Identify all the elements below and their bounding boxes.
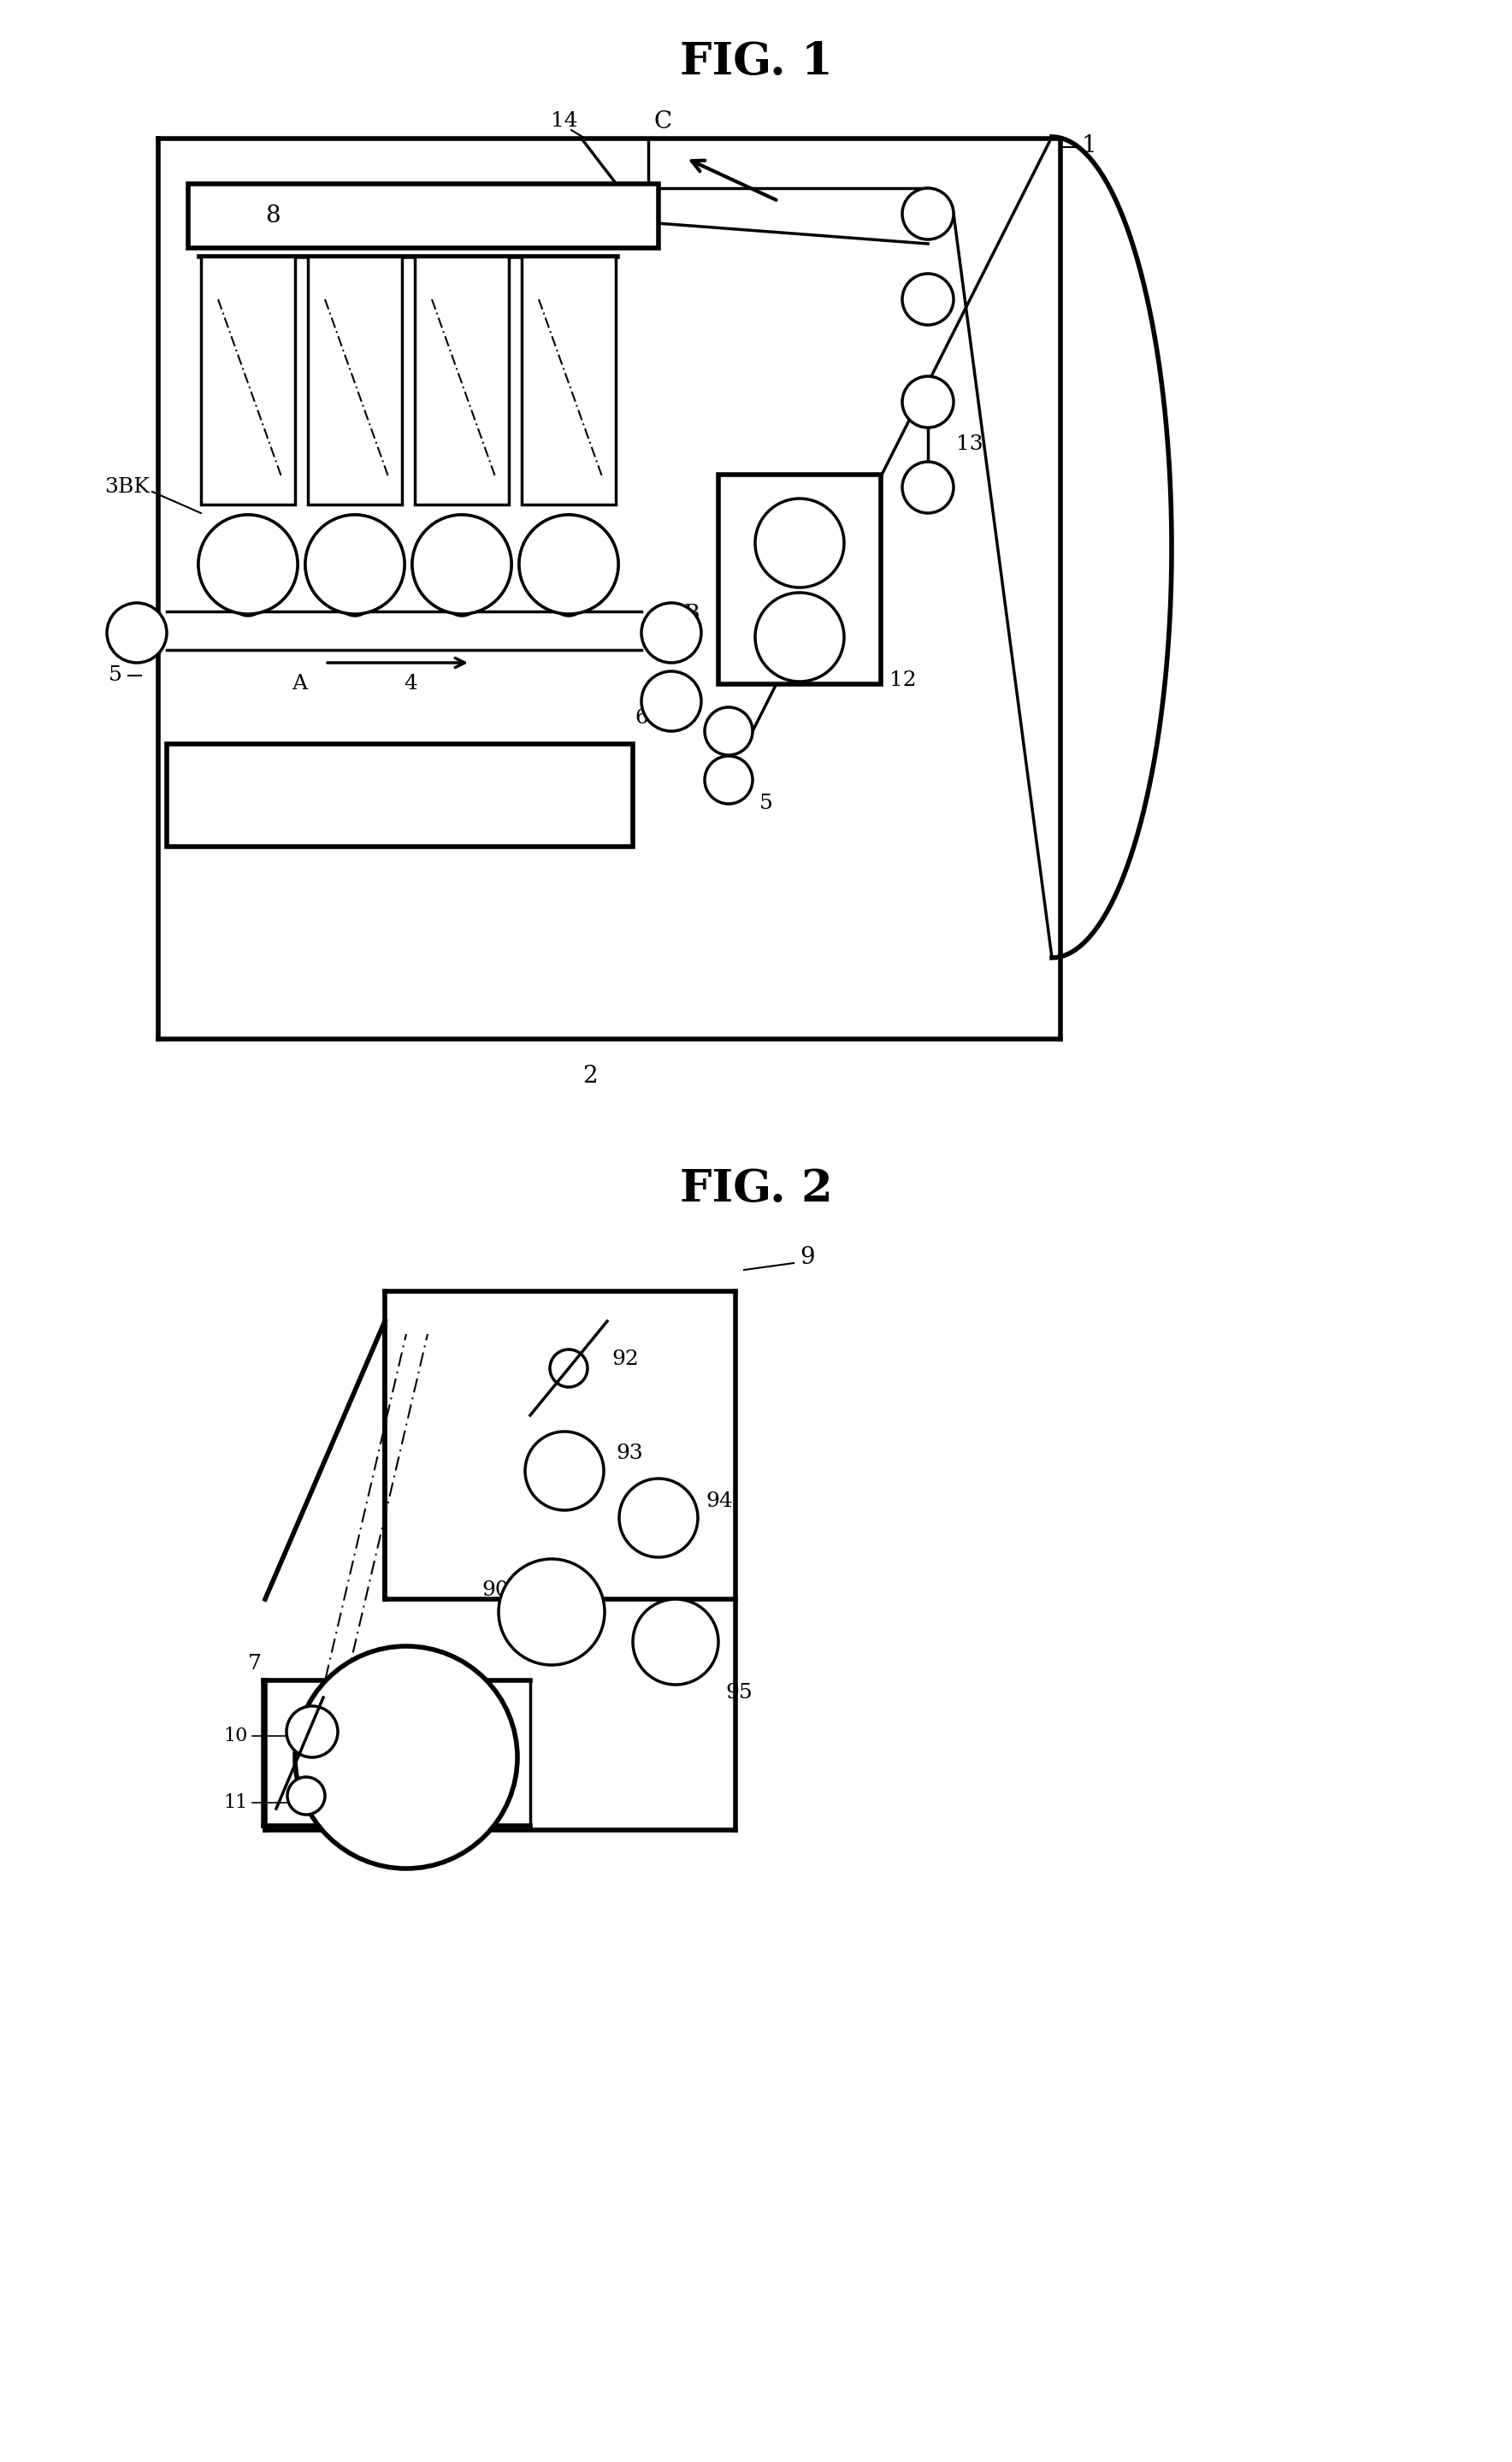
Circle shape <box>445 581 479 616</box>
Text: 90: 90 <box>482 1581 510 1600</box>
Circle shape <box>198 515 298 613</box>
Text: 11: 11 <box>224 1792 248 1812</box>
Text: 2: 2 <box>582 1064 597 1088</box>
Text: 93: 93 <box>615 1443 643 1462</box>
Bar <box>522 256 615 505</box>
Circle shape <box>107 603 166 662</box>
Circle shape <box>550 1349 588 1386</box>
Text: 10: 10 <box>224 1726 248 1746</box>
Circle shape <box>620 1480 699 1558</box>
Circle shape <box>754 500 844 588</box>
Circle shape <box>305 515 405 613</box>
Bar <box>187 185 659 249</box>
Text: 12: 12 <box>889 670 916 689</box>
Circle shape <box>519 515 618 613</box>
Bar <box>308 256 402 505</box>
Circle shape <box>705 707 753 756</box>
Circle shape <box>413 515 511 613</box>
Circle shape <box>413 515 511 613</box>
Circle shape <box>198 515 298 613</box>
Text: 3Y: 3Y <box>556 561 581 576</box>
Circle shape <box>552 581 585 616</box>
Circle shape <box>499 1558 605 1664</box>
Text: 13: 13 <box>956 436 983 455</box>
Circle shape <box>903 377 954 428</box>
Text: A: A <box>292 675 307 694</box>
Circle shape <box>754 593 844 682</box>
Bar <box>201 256 295 505</box>
Text: 5: 5 <box>759 795 773 812</box>
Bar <box>718 475 881 684</box>
Text: 14: 14 <box>550 111 578 130</box>
Bar <box>166 744 634 847</box>
Text: B: B <box>683 603 700 623</box>
Circle shape <box>519 515 618 613</box>
Text: 9: 9 <box>800 1246 815 1268</box>
Text: FIG. 1: FIG. 1 <box>679 39 833 84</box>
Circle shape <box>287 1778 325 1814</box>
Text: 5: 5 <box>109 665 122 684</box>
Text: 3C: 3C <box>342 561 367 576</box>
Circle shape <box>525 1430 603 1509</box>
Text: 92: 92 <box>611 1349 638 1369</box>
Text: 95: 95 <box>726 1684 753 1704</box>
Circle shape <box>903 463 954 512</box>
Circle shape <box>337 581 372 616</box>
Circle shape <box>305 515 405 613</box>
Text: 4: 4 <box>404 675 417 694</box>
Text: C: C <box>653 111 671 133</box>
Text: FIG. 2: FIG. 2 <box>679 1167 833 1211</box>
Circle shape <box>231 581 265 616</box>
Bar <box>414 256 510 505</box>
Text: 8: 8 <box>265 204 280 227</box>
Circle shape <box>903 273 954 325</box>
Circle shape <box>641 672 702 731</box>
Circle shape <box>903 187 954 239</box>
Text: 94: 94 <box>706 1492 733 1512</box>
Circle shape <box>705 756 753 805</box>
Text: 3M: 3M <box>448 561 476 576</box>
Text: 6: 6 <box>635 709 649 729</box>
Text: 1: 1 <box>1081 133 1098 158</box>
Circle shape <box>286 1706 337 1758</box>
Circle shape <box>641 603 702 662</box>
Circle shape <box>634 1600 718 1684</box>
Text: 3BK: 3BK <box>104 478 150 497</box>
Circle shape <box>295 1647 517 1869</box>
Text: 7: 7 <box>248 1654 262 1674</box>
